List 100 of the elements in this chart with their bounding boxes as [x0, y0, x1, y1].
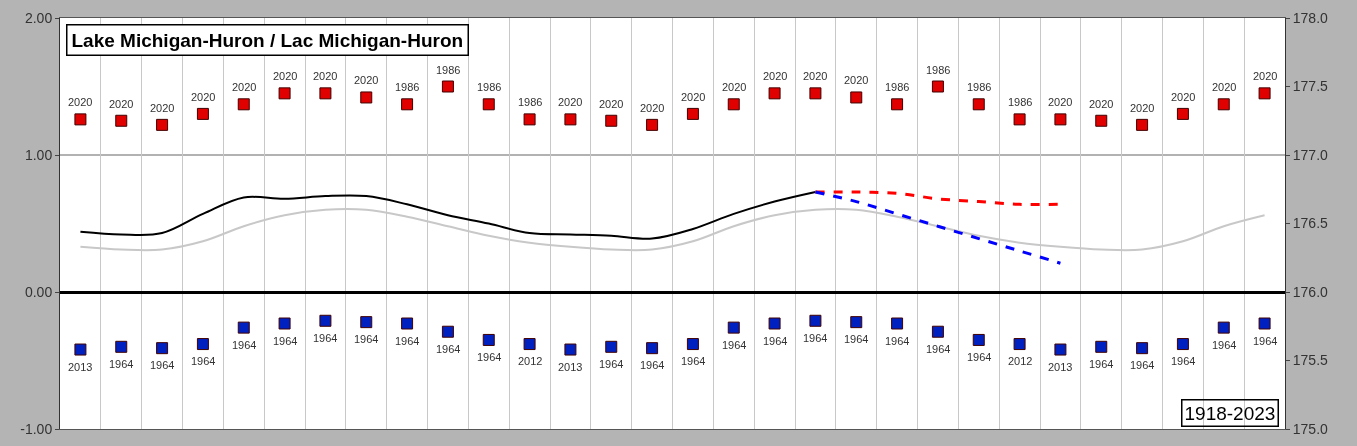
point [727, 321, 740, 334]
annotation: 2020 [313, 70, 338, 82]
point [115, 340, 128, 353]
point [1013, 113, 1026, 126]
point [319, 87, 332, 100]
point [523, 338, 536, 351]
annotation: 2020 [844, 74, 869, 86]
point [646, 118, 659, 131]
y2-tick-label: 175.5 [1292, 352, 1329, 369]
point [605, 114, 618, 127]
annotation: 2020 [1171, 91, 1196, 103]
text: Lake Michigan-Huron / Lac Michigan-Huron [71, 29, 464, 51]
annotation: 1986 [518, 96, 543, 108]
annotation: 1986 [477, 81, 502, 93]
y-tick-label: 1.00 [24, 146, 53, 163]
annotation: 2013 [1048, 361, 1073, 373]
point [850, 316, 863, 329]
annotation: 2020 [599, 98, 624, 110]
point [196, 107, 209, 120]
point [1217, 98, 1230, 111]
annotation: 2013 [68, 361, 93, 373]
annotation: 1986 [395, 81, 420, 93]
annotation: 1964 [885, 335, 910, 347]
point [1095, 114, 1108, 127]
annotation: 1964 [150, 359, 175, 371]
annotation: 2012 [518, 355, 543, 367]
annotation: 1964 [1130, 359, 1155, 371]
annotation: 1964 [109, 358, 134, 370]
point [972, 333, 985, 346]
annotation: 2013 [558, 361, 583, 373]
point [482, 98, 495, 111]
point [523, 113, 536, 126]
annotation: 2020 [1048, 96, 1073, 108]
point [441, 80, 454, 93]
annotation: 1964 [313, 332, 338, 344]
annotation: 1964 [844, 333, 869, 345]
point [441, 325, 454, 338]
annotation: 1964 [395, 335, 420, 347]
annotation: 1964 [1253, 335, 1278, 347]
point [768, 87, 781, 100]
annotation: 1964 [926, 343, 951, 355]
annotation: 1964 [477, 351, 502, 363]
annotation: 2020 [1253, 70, 1278, 82]
annotation: 1964 [191, 355, 216, 367]
line-series [79, 190, 817, 240]
annotation: 1964 [1089, 358, 1114, 370]
point [809, 314, 822, 327]
annotation: 1964 [640, 359, 665, 371]
annotation: 2020 [273, 70, 298, 82]
annotation: 2020 [1089, 98, 1114, 110]
point [319, 314, 332, 327]
annotation: 1964 [273, 335, 298, 347]
annotation: 1986 [436, 64, 461, 76]
point [1176, 338, 1189, 351]
point [727, 98, 740, 111]
annotation: 1964 [722, 339, 747, 351]
point [1013, 338, 1026, 351]
point [360, 91, 373, 104]
annotation: 2020 [1130, 102, 1155, 114]
annotation: 1964 [1212, 339, 1237, 351]
point [1258, 87, 1271, 100]
annotation: 1964 [354, 333, 379, 345]
annotation: 1986 [926, 64, 951, 76]
point [931, 325, 944, 338]
y-tick-label: -1.00 [20, 420, 53, 437]
point [237, 321, 250, 334]
point [1176, 107, 1189, 120]
point [564, 113, 577, 126]
annotation: 2020 [640, 102, 665, 114]
annotation: 1986 [885, 81, 910, 93]
annotation: 2020 [681, 91, 706, 103]
point [605, 340, 618, 353]
y2-tick-label: 177.5 [1292, 78, 1329, 95]
y-tick-label: 2.00 [24, 9, 53, 26]
point [564, 343, 577, 356]
y-tick-label: 0.00 [24, 283, 53, 300]
line-series [813, 190, 1062, 265]
annotation: 1964 [599, 358, 624, 370]
point [196, 338, 209, 351]
annotation: 2020 [1212, 81, 1237, 93]
annotation: 1964 [763, 335, 788, 347]
annotation: 1964 [681, 355, 706, 367]
y2-tick-label: 176.5 [1292, 215, 1329, 232]
point [891, 98, 904, 111]
point [115, 114, 128, 127]
point [1217, 321, 1230, 334]
y2-tick-label: 178.0 [1292, 9, 1329, 26]
point [1136, 342, 1149, 355]
annotation: 1918-2023 [1184, 402, 1276, 424]
point [1054, 343, 1067, 356]
annotation: 1986 [1008, 96, 1033, 108]
annotation: 1964 [1171, 355, 1196, 367]
annotation: 2012 [1008, 355, 1033, 367]
point [278, 317, 291, 330]
annotation: 1964 [232, 339, 257, 351]
annotation: 2020 [191, 91, 216, 103]
point [278, 87, 291, 100]
point [686, 338, 699, 351]
y2-tick-label: 176.0 [1292, 283, 1329, 300]
annotation: 1964 [803, 332, 828, 344]
